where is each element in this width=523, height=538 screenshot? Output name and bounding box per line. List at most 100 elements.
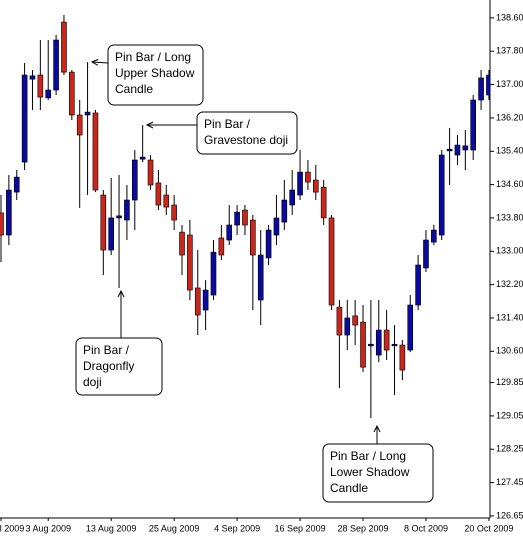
- arrow-head: [117, 289, 125, 298]
- candle-body: [344, 317, 351, 336]
- x-tick-label: 24 Jul 2009: [0, 523, 24, 533]
- candle-body: [423, 239, 429, 269]
- candle-body: [210, 251, 217, 296]
- x-tick-label: 16 Sep 2009: [275, 523, 326, 533]
- candle-body: [226, 224, 233, 241]
- y-tick-label: 126.65: [496, 510, 523, 520]
- candle-body: [202, 289, 209, 311]
- candle-body: [328, 217, 335, 306]
- y-tick-label: 138.60: [496, 12, 523, 22]
- candle-body: [383, 329, 390, 351]
- y-tick-label: 132.20: [496, 279, 523, 289]
- annotation-text: Gravestone doji: [204, 133, 288, 147]
- candle-body: [399, 344, 406, 371]
- candle-body: [100, 194, 107, 251]
- y-tick-label: 136.20: [496, 112, 523, 122]
- annotation-box: [196, 111, 298, 155]
- candle-body: [273, 217, 280, 236]
- candle-body: [37, 74, 44, 98]
- y-tick-label: 128.25: [496, 444, 523, 454]
- candle-body: [6, 189, 12, 236]
- candle-body: [92, 112, 99, 191]
- candle-body: [147, 159, 154, 186]
- candle-body: [124, 199, 130, 221]
- annotation-box: [322, 443, 434, 503]
- x-tick-label: 3 Aug 2009: [25, 523, 71, 533]
- candle-body: [194, 287, 201, 316]
- candle-body: [108, 217, 114, 251]
- candle-body: [116, 215, 122, 219]
- candle-body: [53, 39, 59, 91]
- candle-body: [179, 231, 185, 256]
- candle-body: [76, 114, 83, 136]
- candle-body: [281, 199, 288, 223]
- candle-body: [486, 74, 490, 96]
- annotation-text: Candle: [330, 481, 368, 495]
- x-tick-label: 13 Aug 2009: [86, 523, 137, 533]
- y-tick-label: 130.60: [496, 346, 523, 356]
- annotation-text: doji: [83, 375, 102, 389]
- candle-body: [336, 306, 343, 336]
- candle-body: [171, 204, 177, 221]
- candle-body: [139, 156, 146, 160]
- annotation-text: Pin Bar /: [204, 117, 251, 131]
- plot-area: [0, 15, 490, 418]
- x-tick-label: 8 Oct 2009: [404, 523, 448, 533]
- annotation-arrow: [91, 61, 109, 64]
- annotation-text: Pin Bar /: [83, 343, 130, 357]
- arrow-head: [90, 58, 99, 66]
- annotation-text: Pin Bar / Long: [115, 50, 191, 64]
- annotation-text: Pin Bar / Long: [330, 449, 406, 463]
- y-tick-label: 137.00: [496, 79, 523, 89]
- candle-body: [289, 189, 295, 206]
- annotation-box: [107, 44, 204, 106]
- x-tick-label: 20 Oct 2009: [464, 523, 513, 533]
- candle-body: [250, 219, 256, 256]
- candle-body: [320, 186, 327, 219]
- candle-body: [155, 182, 162, 206]
- candle-body: [21, 74, 28, 163]
- y-tick-label: 134.60: [496, 179, 523, 189]
- x-tick-label: 25 Aug 2009: [149, 523, 200, 533]
- candle-body: [265, 229, 272, 259]
- y-tick-label: 133.00: [496, 246, 523, 256]
- candle-body: [45, 89, 52, 99]
- annotation-box: [75, 337, 163, 396]
- candle-body: [187, 234, 193, 291]
- candle-body: [360, 321, 366, 368]
- candle-body: [234, 211, 240, 226]
- candle-body: [415, 264, 421, 306]
- y-tick-label: 133.80: [496, 212, 523, 222]
- annotation-text: Candle: [115, 82, 153, 96]
- candle-body: [438, 154, 445, 236]
- candle-body: [368, 343, 374, 347]
- annotation-text: Upper Shadow: [115, 66, 195, 80]
- candle-body: [13, 176, 20, 193]
- candle-body: [297, 171, 303, 196]
- candle-body: [375, 329, 382, 356]
- annotation-text: Dragonfly: [83, 359, 134, 373]
- candle-body: [305, 171, 311, 183]
- y-tick-label: 131.40: [496, 312, 523, 322]
- x-tick-label: 28 Sep 2009: [337, 523, 388, 533]
- arrow-head: [373, 424, 381, 433]
- candle-body: [446, 148, 453, 152]
- candle-body: [407, 304, 414, 351]
- candle-body: [391, 343, 398, 347]
- candle-body: [29, 75, 36, 80]
- candle-body: [242, 209, 248, 226]
- y-tick-label: 129.85: [496, 377, 523, 387]
- candle-body: [61, 21, 67, 73]
- annotation-text: Lower Shadow: [330, 465, 410, 479]
- candle-body: [470, 99, 477, 151]
- candle-body: [0, 212, 4, 236]
- y-tick-label: 135.40: [496, 146, 523, 156]
- candle-body: [352, 315, 358, 326]
- candle-body: [163, 194, 170, 208]
- candle-body: [462, 145, 469, 151]
- y-tick-label: 129.05: [496, 410, 523, 420]
- y-tick-label: 127.45: [496, 477, 523, 487]
- candle-body: [84, 111, 91, 116]
